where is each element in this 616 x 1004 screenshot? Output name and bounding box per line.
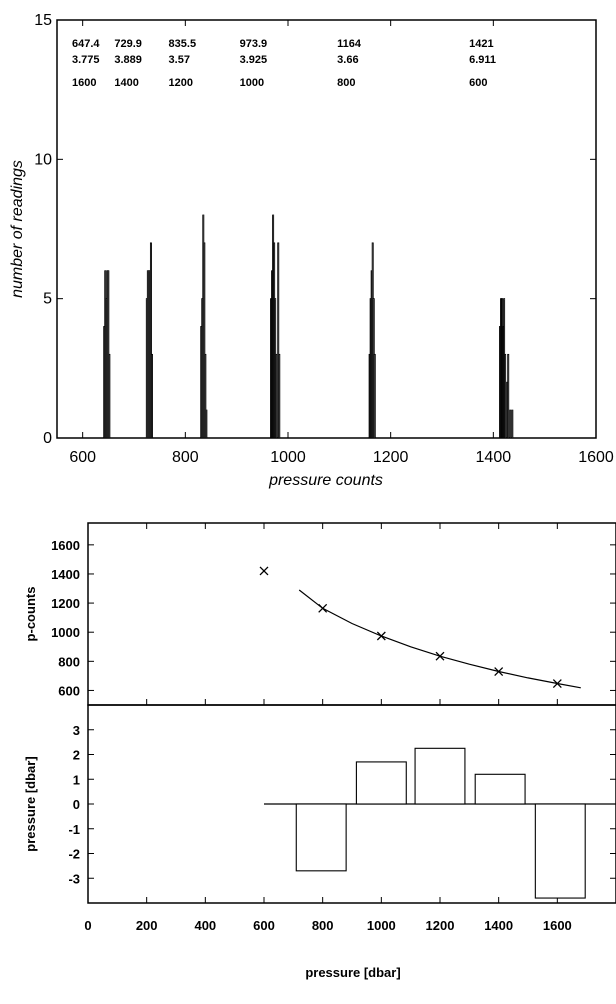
histogram-bar: [205, 409, 208, 439]
residual-y-tick-label: -3: [68, 871, 80, 886]
histogram-annotation-pressure: 1000: [240, 77, 264, 89]
histogram-annotation-mean: 1421: [469, 38, 493, 50]
histogram-bar: [275, 353, 278, 439]
histogram-annotation-mean: 1164: [337, 38, 362, 50]
histogram-panel: pressure counts number of readings 600 80…: [9, 12, 614, 489]
histogram-bar: [203, 242, 206, 439]
residual-bars: [295, 747, 586, 899]
calibration-x-ticks: [87, 523, 558, 705]
histogram-x-tick-label: 1600: [578, 449, 614, 466]
histogram-bar: [204, 353, 207, 439]
histogram-annotation-pressure: 1200: [169, 77, 193, 89]
histogram-x-ticks: 600 800 1000 1200 1400 1600: [69, 20, 614, 466]
residual-x-ticks: 0 200 400 600 800 1000 1200 1400 1600: [84, 897, 572, 933]
histogram-annotation-pressure: 1400: [114, 77, 138, 89]
histogram-x-tick-label: 1000: [270, 449, 306, 466]
histogram-bar: [373, 353, 376, 439]
residual-x-tick-label: 1000: [367, 918, 396, 933]
histogram-annotation-std: 3.57: [169, 54, 190, 66]
histogram-y-axis-title: number of readings: [9, 160, 26, 298]
residual-bar: [295, 803, 347, 872]
calibration-points: [259, 566, 562, 688]
histogram-annotation-pressure: 800: [337, 77, 355, 89]
histogram-annotation-mean: 647.4: [72, 38, 100, 50]
residual-y-tick-label: -1: [68, 822, 80, 837]
histogram-annotation-std: 6.911: [469, 54, 496, 66]
residual-x-tick-label: 600: [253, 918, 275, 933]
residual-x-tick-label: 1600: [543, 918, 572, 933]
histogram-y-ticks: 0 5 10 15: [34, 12, 596, 447]
histogram-annotation-mean: 729.9: [114, 38, 142, 50]
residual-x-tick-label: 400: [194, 918, 216, 933]
histogram-annotations: 647.4 3.775 1600 729.9 3.889 1400 835.5 3.57 120…: [72, 38, 496, 89]
residual-x-tick-label: 800: [312, 918, 334, 933]
histogram-bar: [277, 242, 280, 439]
calibration-y-ticks: 600 800 1000 1200 1400 1600: [51, 538, 616, 698]
calibration-y-tick-label: 1000: [51, 625, 80, 640]
histogram-bars: [103, 214, 514, 439]
residual-panel: pressure [dbar] pressure [dbar] -3 -2 -1 0 1…: [23, 704, 616, 980]
histogram-y-tick-label: 10: [34, 151, 52, 168]
histogram-annotation-mean: 973.9: [240, 38, 268, 50]
residual-x-tick-label: 1400: [484, 918, 513, 933]
histogram-bar: [278, 353, 281, 439]
residual-bar: [355, 761, 407, 805]
histogram-annotation-std: 3.889: [114, 54, 142, 66]
calibration-fit-curve: [298, 589, 581, 689]
residual-bar: [534, 803, 586, 899]
residual-x-tick-label: 1200: [426, 918, 455, 933]
histogram-annotation-pressure: 1600: [72, 77, 96, 89]
histogram-annotation-std: 3.66: [337, 54, 358, 66]
histogram-annotation-std: 3.775: [72, 54, 100, 66]
residual-x-tick-label: 200: [136, 918, 158, 933]
calibration-y-tick-label: 800: [58, 654, 80, 669]
calibration-point: [435, 651, 445, 661]
residual-y-ticks: -3 -2 -1 0 1 2 3: [68, 723, 616, 886]
histogram-x-tick-label: 1200: [373, 449, 409, 466]
histogram-x-tick-label: 600: [69, 449, 96, 466]
calibration-y-tick-label: 1200: [51, 596, 80, 611]
histogram-bar: [509, 409, 512, 439]
histogram-annotation-pressure: 600: [469, 77, 487, 89]
residual-y-tick-label: 1: [73, 772, 80, 787]
histogram-y-tick-label: 5: [43, 291, 52, 308]
residual-bar: [414, 747, 466, 805]
calibration-point: [552, 679, 562, 688]
histogram-bar: [507, 353, 510, 439]
histogram-bar: [151, 353, 153, 439]
histogram-bar: [511, 409, 514, 439]
histogram-bar: [149, 242, 152, 439]
histogram-annotation-std: 3.925: [240, 54, 268, 66]
calibration-point: [318, 603, 328, 613]
residual-y-tick-label: 2: [73, 748, 80, 763]
calibration-y-tick-label: 600: [58, 683, 80, 698]
calibration-y-axis-title: p-counts: [23, 587, 38, 642]
calibration-point: [259, 566, 269, 576]
histogram-annotation-mean: 835.5: [169, 38, 197, 50]
residual-y-tick-label: 0: [73, 797, 80, 812]
histogram-frame: [56, 19, 597, 439]
residual-bar: [474, 773, 526, 805]
histogram-x-tick-label: 1400: [476, 449, 512, 466]
histogram-bar: [504, 353, 507, 439]
histogram-y-tick-label: 15: [34, 12, 52, 29]
calibration-y-tick-label: 1600: [51, 538, 80, 553]
calibration-frame: [87, 522, 616, 706]
residual-y-axis-title: pressure [dbar]: [23, 756, 38, 851]
histogram-bar: [108, 353, 111, 439]
histogram-x-tick-label: 800: [172, 449, 199, 466]
histogram-y-tick-label: 0: [43, 430, 52, 447]
bottom-x-axis-title: pressure [dbar]: [305, 965, 400, 980]
histogram-x-axis-title: pressure counts: [268, 472, 383, 489]
calibration-point: [376, 631, 386, 641]
calibration-y-tick-label: 1400: [51, 567, 80, 582]
residual-x-tick-label: 0: [84, 918, 91, 933]
calibration-panel: p-counts 600 800 1000 1200 1400 1600: [23, 522, 616, 706]
residual-y-tick-label: -2: [68, 847, 80, 862]
residual-y-tick-label: 3: [73, 723, 80, 738]
calibration-point: [494, 667, 504, 676]
